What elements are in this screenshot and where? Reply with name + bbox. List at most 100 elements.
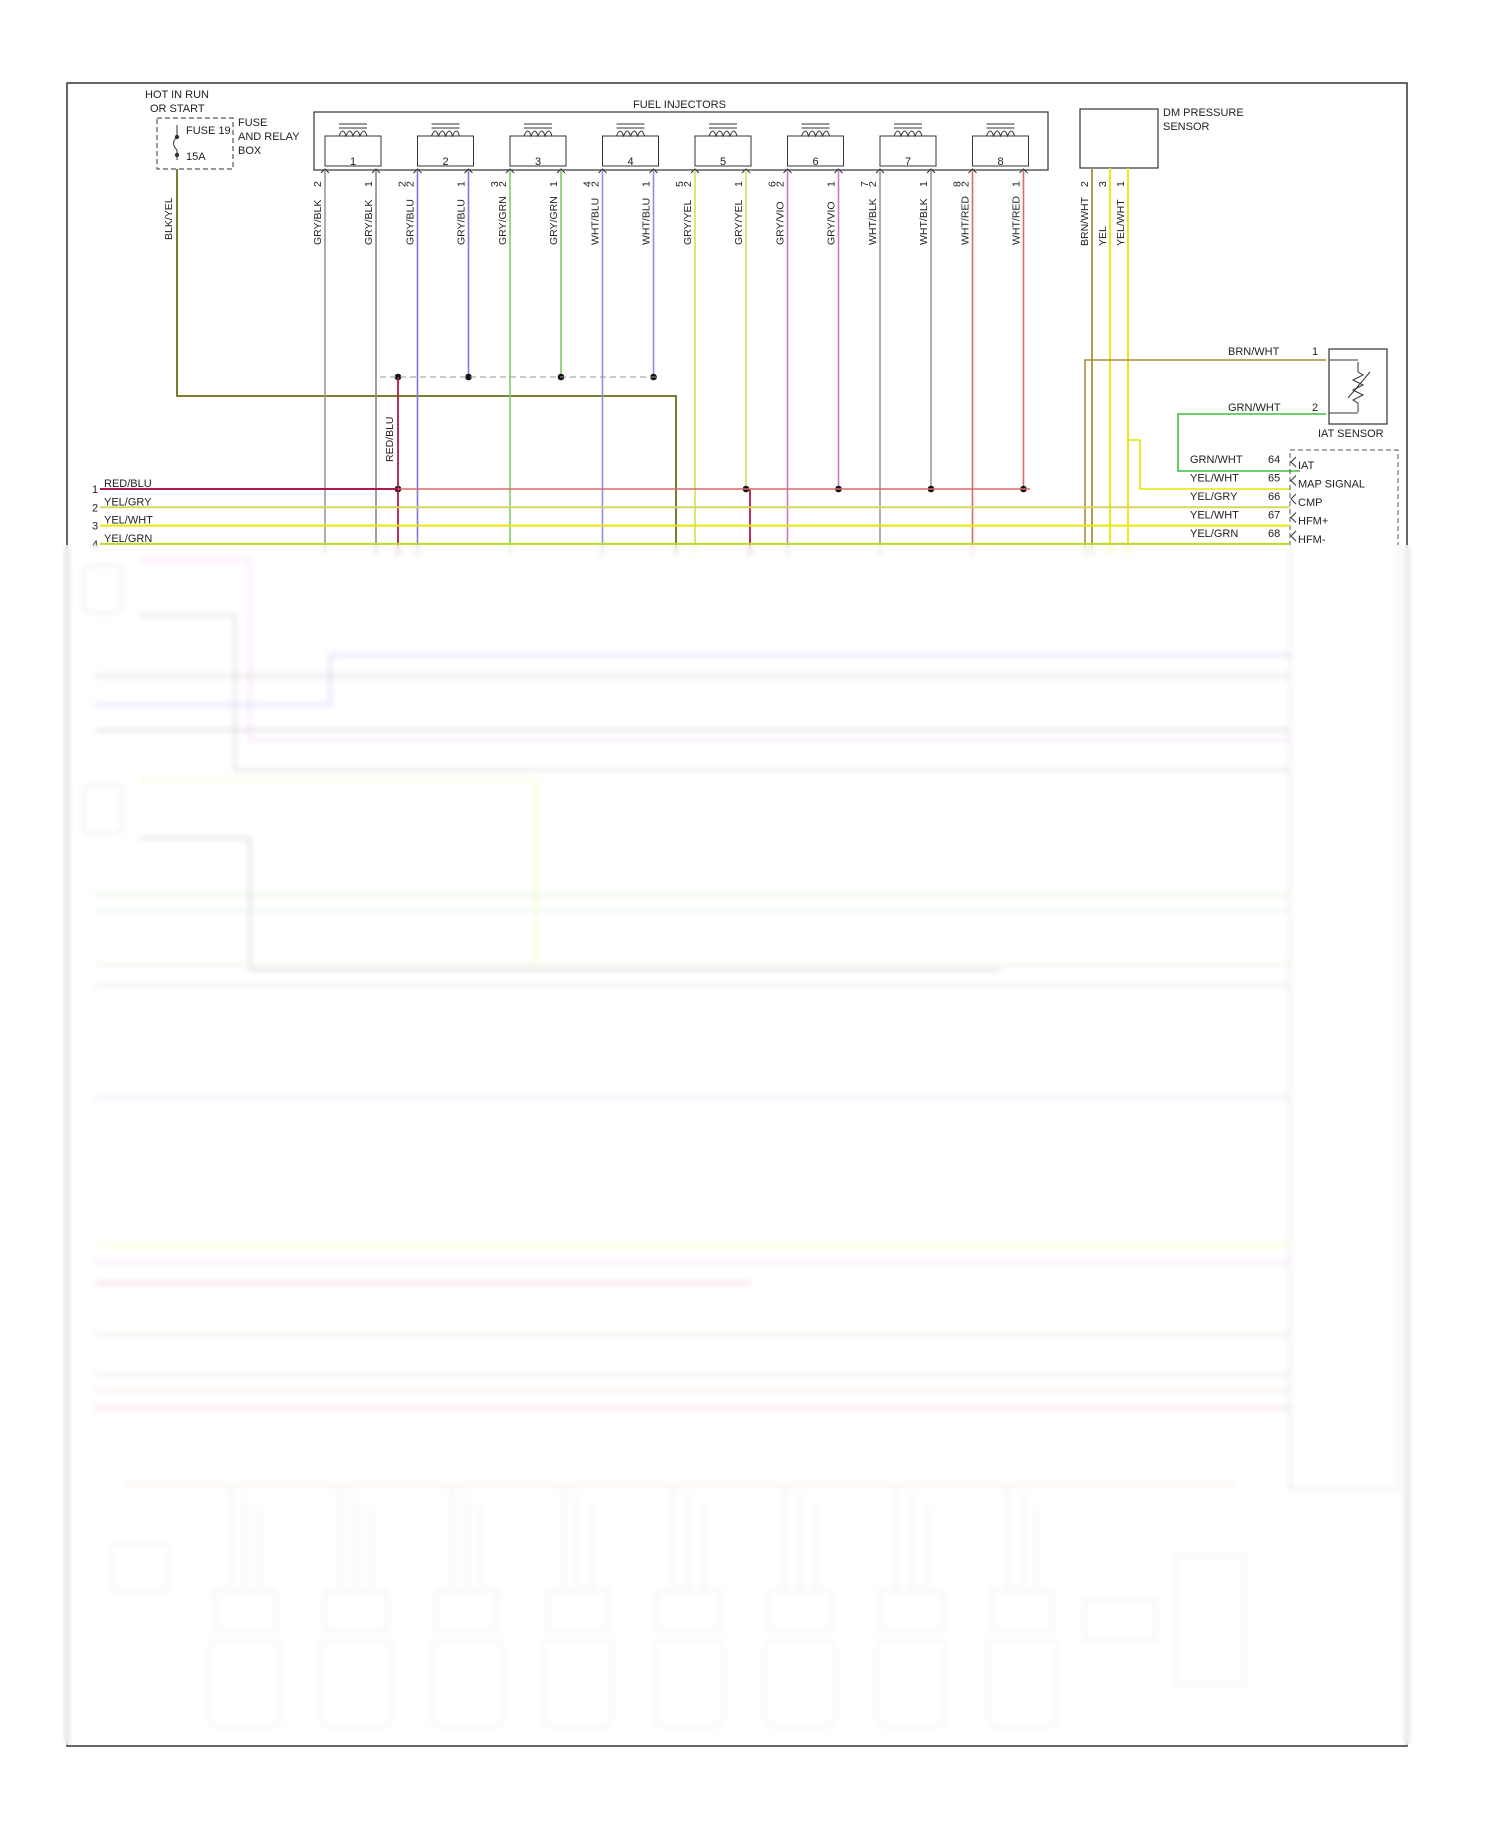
pcm-func-67: HFM+ bbox=[1298, 516, 1328, 528]
pcm-wire-66: YEL/GRY bbox=[1190, 491, 1238, 503]
left-wire-label-4: YEL/GRN bbox=[104, 533, 152, 545]
left-pin-2: 2 bbox=[92, 502, 98, 514]
pcm-wire-67: YEL/WHT bbox=[1190, 510, 1239, 522]
pcm-pins: GRN/WHT 64 IAT YEL/WHT 65 MAP SIGNAL YEL/GRY 66… bbox=[1190, 454, 1365, 546]
harness-wire-yellow-1 bbox=[140, 779, 1290, 966]
coil-1 bbox=[209, 1639, 281, 1727]
knock-sensor-1 bbox=[83, 564, 123, 614]
splice-wire-label: RED/BLU bbox=[384, 416, 396, 462]
fuse-box-label-1: FUSE bbox=[238, 117, 267, 129]
coil-wires-8 bbox=[1006, 1485, 1038, 1590]
injector-1-number: 1 bbox=[350, 156, 356, 168]
injector-6-term-a bbox=[783, 168, 792, 174]
coil-connector-3 bbox=[435, 1589, 499, 1631]
injector-2-number: 2 bbox=[443, 156, 449, 168]
injector-8-wire-a-label: WHT/RED bbox=[960, 196, 972, 245]
feed-wire bbox=[176, 169, 677, 555]
injector-6-pin-a: 2 bbox=[775, 181, 787, 187]
injector-6-bus-pin: 6 bbox=[767, 181, 779, 187]
injector-3-pin-b: 1 bbox=[548, 181, 560, 187]
left-wire-label-2: YEL/GRY bbox=[104, 496, 152, 508]
injector-6-pin-b: 1 bbox=[826, 181, 838, 187]
injector-2-term-a bbox=[413, 168, 422, 174]
pcm-pin-66: 66 bbox=[1268, 491, 1280, 503]
hot-label-line2: OR START bbox=[150, 103, 205, 115]
pcm-term-66 bbox=[1290, 493, 1297, 505]
injector-7-wire-b-label: WHT/BLK bbox=[918, 198, 930, 245]
left-pin-3: 3 bbox=[92, 521, 98, 533]
injector-1-term-b bbox=[371, 168, 381, 174]
coil-wires-7 bbox=[895, 1485, 927, 1590]
dm-sensor-pins: 2 BRN/WHT 3 YEL 1 YEL/WHT bbox=[1079, 168, 1290, 555]
pcm-connector bbox=[1289, 449, 1399, 1491]
injector-5-number: 5 bbox=[720, 156, 726, 168]
iat-resistor bbox=[1351, 362, 1365, 412]
coil-wires-4 bbox=[562, 1485, 594, 1590]
injector-8-term-b bbox=[1019, 168, 1028, 174]
ignition-coils bbox=[109, 1485, 1246, 1727]
coil-connector-5 bbox=[657, 1589, 721, 1631]
coil-connector-4 bbox=[546, 1589, 610, 1631]
iat-wire-2-label: GRN/WHT bbox=[1228, 402, 1281, 414]
fuse-box-label-2: AND RELAY bbox=[238, 131, 300, 143]
injector-4-wire-a-label: WHT/BLU bbox=[590, 198, 602, 245]
condenser bbox=[1174, 1554, 1246, 1686]
injector-3-wire-b-label: GRY/GRN bbox=[548, 196, 560, 245]
iat-wire-1 bbox=[1084, 359, 1326, 555]
iat-sensor bbox=[1328, 348, 1388, 425]
injector-7-term-b bbox=[926, 168, 936, 174]
injector-8-pin-a: 2 bbox=[960, 181, 972, 187]
pcm-pin-67: 67 bbox=[1268, 510, 1280, 522]
pcm-pin-68: 68 bbox=[1268, 528, 1280, 540]
pcm-term-65 bbox=[1290, 475, 1297, 486]
coil-wires-3 bbox=[451, 1485, 483, 1590]
left-wire-label-3: YEL/WHT bbox=[104, 515, 153, 527]
injector-8-number: 8 bbox=[998, 156, 1004, 168]
injector-6-wire-b-label: GRY/VIO bbox=[826, 201, 838, 245]
coil-wires-6 bbox=[784, 1485, 816, 1590]
injector-8-bus-pin: 8 bbox=[952, 181, 964, 187]
injector-5-term-b bbox=[741, 168, 751, 174]
injector-2-splice bbox=[465, 373, 472, 381]
coil-connector-7 bbox=[879, 1589, 943, 1631]
injector-5-bus-pin: 5 bbox=[674, 181, 686, 187]
dm-sensor-label-1: DM PRESSURE bbox=[1163, 107, 1244, 119]
injector-8-coil bbox=[986, 130, 1015, 138]
injector-8-term-a bbox=[968, 168, 977, 174]
injector-7-wire-a-label: WHT/BLK bbox=[867, 198, 879, 245]
left-pin-4: 4 bbox=[92, 539, 98, 551]
injector-6-number: 6 bbox=[813, 156, 819, 168]
injector-5-wire-b-label: GRY/YEL bbox=[733, 200, 745, 245]
injector-5-pin-b: 1 bbox=[733, 181, 745, 187]
coil-wires-2 bbox=[340, 1485, 372, 1590]
feed-wire-label: BLK/YEL bbox=[163, 197, 175, 240]
harness-wire-gray-4 bbox=[140, 837, 1000, 971]
dm-pin-2: 3 bbox=[1097, 181, 1109, 187]
lower-harness bbox=[83, 559, 1290, 1727]
knock-sensor-2 bbox=[83, 784, 123, 834]
coil-connector-6 bbox=[768, 1589, 832, 1631]
injector-7-number: 7 bbox=[905, 156, 911, 168]
coil-6 bbox=[764, 1639, 836, 1727]
coil-connector-8 bbox=[990, 1589, 1054, 1631]
injector-2-coil bbox=[431, 130, 460, 138]
iat-wire-1-label: BRN/WHT bbox=[1228, 346, 1280, 358]
injector-8-wire-b-label: WHT/RED bbox=[1011, 196, 1023, 245]
injector-1-pin-b: 1 bbox=[363, 181, 375, 187]
pcm-term-68 bbox=[1290, 530, 1297, 542]
injector-7-term-a bbox=[875, 168, 885, 174]
injector-7-pin-a: 2 bbox=[867, 181, 879, 187]
pcm-wire-64: GRN/WHT bbox=[1190, 454, 1243, 466]
fuse-box-label-3: BOX bbox=[238, 145, 262, 157]
injector-4-number: 4 bbox=[628, 156, 634, 168]
pcm-term-67 bbox=[1290, 512, 1297, 523]
injector-5-wire-a-label: GRY/YEL bbox=[682, 200, 694, 245]
dm-wire-label-3: YEL/WHT bbox=[1115, 199, 1127, 246]
injector-3-number: 3 bbox=[535, 156, 541, 168]
injector-3-term-b bbox=[556, 168, 566, 174]
pcm-wire-68: YEL/GRN bbox=[1190, 528, 1238, 540]
injector-5-pin-a: 2 bbox=[682, 181, 694, 187]
fuse-node-top bbox=[174, 134, 180, 140]
